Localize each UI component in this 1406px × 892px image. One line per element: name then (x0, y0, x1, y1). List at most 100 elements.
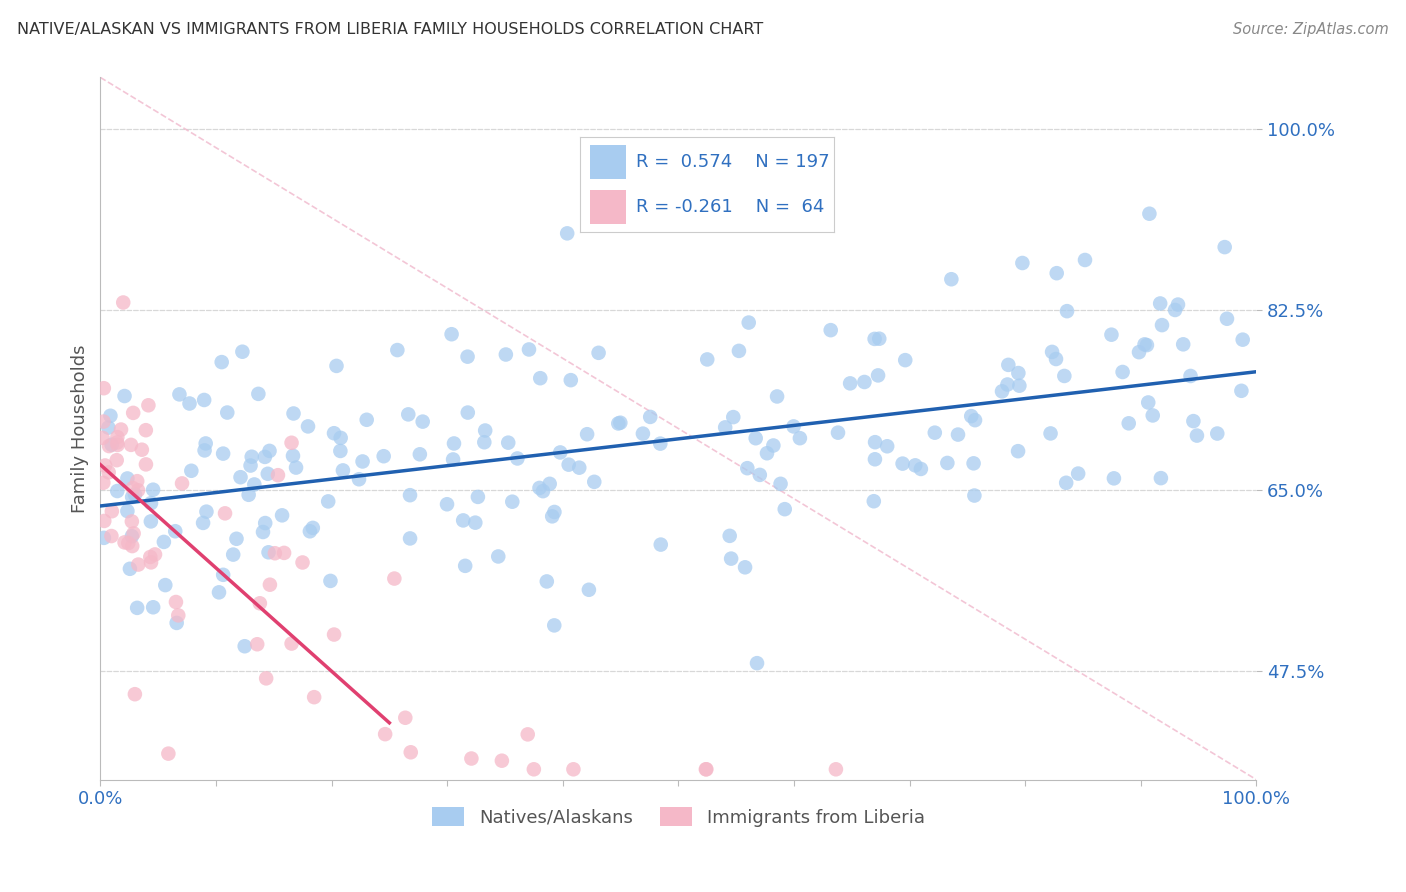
Point (543, 618, 565, 632)
Point (1180, 368, 1202, 383)
Point (118, 562, 141, 576)
Point (1150, 318, 1173, 332)
Point (91, 475, 114, 490)
Point (399, 745, 422, 759)
Point (441, 452, 464, 467)
Point (281, 449, 304, 463)
Point (319, 574, 342, 588)
Point (517, 343, 540, 357)
Point (101, 504, 124, 518)
Point (501, 494, 523, 508)
Point (107, 438, 129, 452)
Point (496, 435, 519, 450)
Point (121, 529, 143, 543)
Y-axis label: Family Households: Family Households (72, 344, 89, 513)
Point (1133, 337, 1156, 351)
Point (1054, 475, 1077, 490)
Point (291, 556, 314, 570)
Point (105, 483, 128, 498)
Point (562, 762, 585, 776)
Point (135, 458, 157, 472)
Point (962, 456, 984, 470)
Point (457, 350, 479, 364)
Point (170, 476, 193, 491)
Point (991, 384, 1014, 399)
Point (93, 531, 115, 545)
Point (1167, 297, 1189, 311)
Point (941, 272, 963, 286)
Point (1056, 304, 1078, 318)
Point (157, 747, 180, 761)
Point (233, 639, 256, 653)
Point (1230, 384, 1253, 398)
Point (491, 754, 513, 768)
Point (748, 467, 770, 482)
Point (191, 516, 214, 530)
Point (257, 545, 280, 559)
Point (256, 467, 278, 481)
Point (229, 470, 252, 484)
Point (316, 494, 339, 508)
Point (167, 608, 190, 623)
Point (734, 560, 756, 574)
Point (280, 636, 302, 650)
Point (143, 548, 166, 562)
Point (259, 577, 281, 591)
Point (249, 596, 271, 610)
Point (399, 488, 422, 502)
Point (443, 436, 465, 450)
Point (1182, 414, 1205, 428)
Point (329, 431, 352, 445)
Point (105, 453, 128, 467)
Point (555, 227, 578, 241)
Point (1206, 426, 1229, 441)
Point (827, 425, 849, 440)
Point (374, 727, 396, 741)
Point (910, 462, 932, 476)
Point (728, 343, 751, 358)
Point (114, 389, 136, 403)
Point (1074, 252, 1097, 267)
Point (607, 417, 630, 431)
Point (105, 435, 128, 450)
Point (283, 407, 305, 421)
Point (142, 483, 165, 497)
Point (464, 516, 486, 530)
Point (325, 359, 347, 373)
Point (138, 398, 160, 412)
Point (93, 381, 115, 395)
Point (1232, 333, 1254, 347)
Point (1213, 240, 1236, 254)
Point (936, 456, 959, 470)
Point (963, 489, 986, 503)
Point (169, 387, 191, 401)
Point (963, 413, 986, 427)
Point (745, 656, 768, 670)
Point (696, 352, 718, 367)
Legend: Natives/Alaskans, Immigrants from Liberia: Natives/Alaskans, Immigrants from Liberi… (425, 800, 932, 834)
Point (297, 419, 319, 434)
Point (409, 447, 432, 461)
Point (93, 514, 115, 528)
Point (650, 538, 672, 552)
Point (399, 532, 422, 546)
Point (254, 671, 277, 685)
Point (762, 438, 785, 452)
Point (217, 405, 239, 419)
Point (853, 375, 876, 389)
Point (127, 483, 149, 498)
Point (240, 450, 263, 464)
Point (738, 316, 761, 330)
Point (100, 438, 122, 452)
Point (718, 529, 741, 543)
Point (560, 373, 582, 387)
Point (302, 690, 325, 705)
Point (280, 435, 302, 450)
Point (352, 454, 374, 468)
Point (127, 474, 149, 488)
Point (246, 637, 269, 651)
Point (212, 567, 235, 582)
Point (868, 332, 890, 346)
Point (548, 445, 571, 459)
Point (254, 516, 277, 530)
